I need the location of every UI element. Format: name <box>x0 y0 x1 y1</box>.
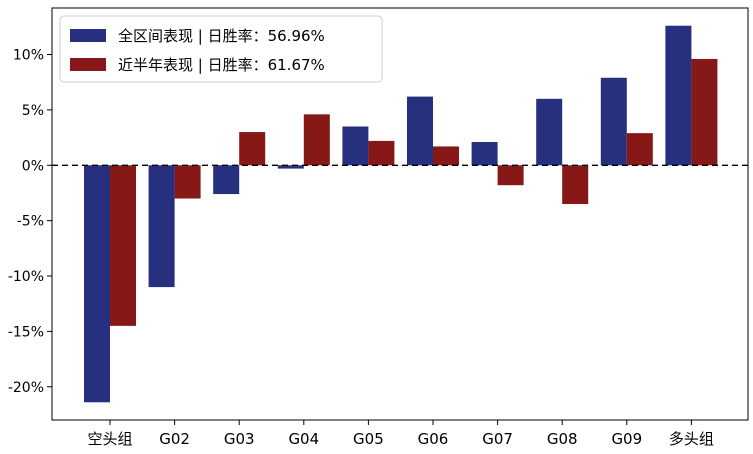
legend-swatch-half-year <box>70 58 106 71</box>
bar-full-period-6 <box>471 142 498 166</box>
x-tick-label: G02 <box>159 430 190 448</box>
x-axis: 空头组 G02 G03 G04 G05 G06 G07 G08 G09 多头组 <box>87 420 714 448</box>
legend-swatch-full-period <box>70 29 106 42</box>
y-tick-label: 0% <box>22 158 44 174</box>
bar-half-year-7 <box>562 165 589 205</box>
bar-full-period-3 <box>277 165 304 169</box>
bar-half-year-2 <box>239 132 266 166</box>
y-tick-label: -15% <box>8 324 44 340</box>
y-tick-label: -5% <box>17 214 44 230</box>
x-tick-label: G06 <box>418 430 449 448</box>
y-tick-label: -20% <box>8 380 44 396</box>
bar-half-year-4 <box>368 140 395 166</box>
legend-box <box>59 15 383 83</box>
bar-half-year-1 <box>174 165 201 199</box>
bar-full-period-7 <box>536 98 563 166</box>
x-tick-label: 多头组 <box>669 430 714 448</box>
plot-frame <box>51 7 749 421</box>
bar-full-period-1 <box>148 165 175 288</box>
bar-full-period-9 <box>665 25 692 166</box>
bars-layer <box>84 25 718 403</box>
y-tick-label: 10% <box>13 48 44 64</box>
x-tick-label: G07 <box>482 430 513 448</box>
x-tick-label: G05 <box>353 430 384 448</box>
bar-half-year-8 <box>626 133 653 166</box>
bar-full-period-0 <box>84 165 110 403</box>
bar-half-year-0 <box>110 165 136 326</box>
legend-label-full-period: 全区间表现 | 日胜率：56.96% <box>118 27 325 45</box>
bar-half-year-6 <box>497 165 524 186</box>
x-tick-label: G09 <box>611 430 642 448</box>
x-tick-label: G08 <box>547 430 578 448</box>
bar-full-period-8 <box>600 77 627 166</box>
y-tick-label: 5% <box>22 103 44 119</box>
x-tick-label: G04 <box>288 430 319 448</box>
bar-full-period-2 <box>213 165 240 195</box>
y-tick-label: -10% <box>8 269 44 285</box>
x-tick-label: 空头组 <box>87 430 132 448</box>
y-axis: -20% -15% -10% -5% 0% 5% 10% <box>8 48 52 396</box>
x-tick-label: G03 <box>224 430 255 448</box>
bar-full-period-5 <box>407 96 433 166</box>
legend: 全区间表现 | 日胜率：56.96% 近半年表现 | 日胜率：61.67% <box>59 15 383 83</box>
bar-half-year-9 <box>691 58 718 166</box>
bar-half-year-3 <box>303 114 330 166</box>
bar-full-period-4 <box>342 126 369 166</box>
bar-half-year-5 <box>433 146 459 166</box>
legend-label-half-year: 近半年表现 | 日胜率：61.67% <box>118 56 325 74</box>
